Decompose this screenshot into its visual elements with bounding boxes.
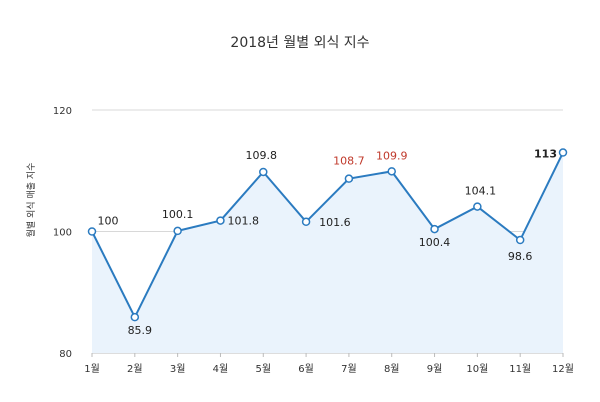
data-label: 108.7	[333, 155, 365, 168]
x-tick-label: 1월	[84, 363, 100, 375]
data-point	[301, 217, 311, 227]
data-point	[387, 167, 396, 176]
data-label: 104.1	[465, 185, 497, 198]
data-label: 85.9	[128, 324, 153, 337]
data-label: 113	[534, 148, 557, 161]
x-tick-layer: 1월 2월 3월 4월 5월 6월 7월 8월 9월 10월 11월 12월	[84, 353, 574, 375]
x-tick-label: 7월	[341, 363, 357, 375]
x-tick-label: 8월	[384, 363, 400, 375]
data-label: 100	[98, 215, 119, 228]
y-tick-label: 80	[59, 349, 72, 360]
y-tick-layer: 80 100 120	[53, 106, 72, 360]
x-tick-label: 6월	[298, 363, 314, 375]
y-tick-label: 100	[53, 228, 72, 239]
y-axis-label: 월별 외식 매출 지수	[25, 163, 37, 238]
data-point	[259, 167, 268, 177]
x-tick-label: 2월	[127, 363, 143, 375]
chart-title: 2018년 월별 외식 지수	[230, 35, 369, 51]
data-point	[87, 227, 97, 236]
marker-layer	[87, 148, 568, 322]
data-point	[515, 235, 525, 245]
data-label: 98.6	[508, 250, 533, 263]
data-point	[173, 226, 182, 236]
series-line	[91, 152, 564, 320]
data-point	[216, 216, 225, 225]
x-tick-label: 11월	[509, 363, 531, 375]
area-layer	[92, 152, 563, 353]
line-layer	[91, 152, 564, 320]
data-point	[473, 202, 482, 211]
data-label-layer: 100 85.9 100.1 101.8 109.8 101.6 108.7 109.9 100…	[98, 148, 558, 338]
data-point	[430, 224, 439, 234]
data-label: 109.8	[246, 149, 278, 162]
data-label: 101.6	[319, 216, 351, 229]
data-label: 109.9	[376, 149, 408, 162]
x-tick-label: 10월	[466, 363, 488, 375]
data-label: 100.4	[419, 236, 451, 249]
data-label: 101.8	[227, 215, 258, 228]
x-tick-label: 5월	[255, 363, 271, 375]
data-label: 100.1	[162, 208, 194, 221]
x-tick-label: 4월	[213, 363, 229, 375]
data-point	[558, 148, 568, 157]
area-fill	[92, 152, 563, 353]
x-tick-label: 12월	[552, 363, 574, 375]
x-tick-label: 9월	[427, 363, 443, 375]
data-point	[344, 174, 354, 183]
x-tick-label: 3월	[170, 363, 186, 375]
data-point	[130, 312, 140, 322]
y-tick-label: 120	[53, 106, 72, 117]
